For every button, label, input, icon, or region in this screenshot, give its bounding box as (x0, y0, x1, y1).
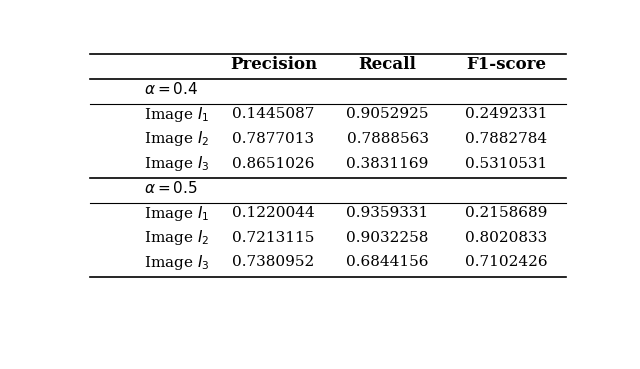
Text: 0.8020833: 0.8020833 (465, 231, 548, 245)
Text: 0.8651026: 0.8651026 (232, 156, 315, 170)
Text: Image $I_1$: Image $I_1$ (145, 204, 210, 223)
Text: 0.1220044: 0.1220044 (232, 206, 315, 220)
Text: 0.2158689: 0.2158689 (465, 206, 548, 220)
Text: 0.7380952: 0.7380952 (232, 255, 315, 269)
Text: 0.9052925: 0.9052925 (346, 107, 429, 121)
Text: 0.7888563: 0.7888563 (346, 132, 429, 146)
Text: Recall: Recall (358, 56, 417, 73)
Text: 0.5310531: 0.5310531 (465, 156, 548, 170)
Text: Image $I_1$: Image $I_1$ (145, 105, 210, 124)
Text: $\alpha = 0.5$: $\alpha = 0.5$ (145, 180, 198, 196)
Text: Image $I_2$: Image $I_2$ (145, 228, 210, 247)
Text: Precision: Precision (230, 56, 317, 73)
Text: 0.3831169: 0.3831169 (346, 156, 429, 170)
Text: 0.7882784: 0.7882784 (465, 132, 548, 146)
Text: 0.7877013: 0.7877013 (232, 132, 314, 146)
Text: 0.2492331: 0.2492331 (465, 107, 548, 121)
Text: 0.1445087: 0.1445087 (232, 107, 315, 121)
Text: 0.9359331: 0.9359331 (346, 206, 429, 220)
Text: Image $I_3$: Image $I_3$ (145, 154, 210, 173)
Text: F1-score: F1-score (467, 56, 547, 73)
Text: $\alpha = 0.4$: $\alpha = 0.4$ (145, 82, 198, 97)
Text: Image $I_2$: Image $I_2$ (145, 130, 210, 148)
Text: 0.7213115: 0.7213115 (232, 231, 315, 245)
Text: Image $I_3$: Image $I_3$ (145, 253, 210, 272)
Text: 0.9032258: 0.9032258 (346, 231, 429, 245)
Text: 0.6844156: 0.6844156 (346, 255, 429, 269)
Text: 0.7102426: 0.7102426 (465, 255, 548, 269)
